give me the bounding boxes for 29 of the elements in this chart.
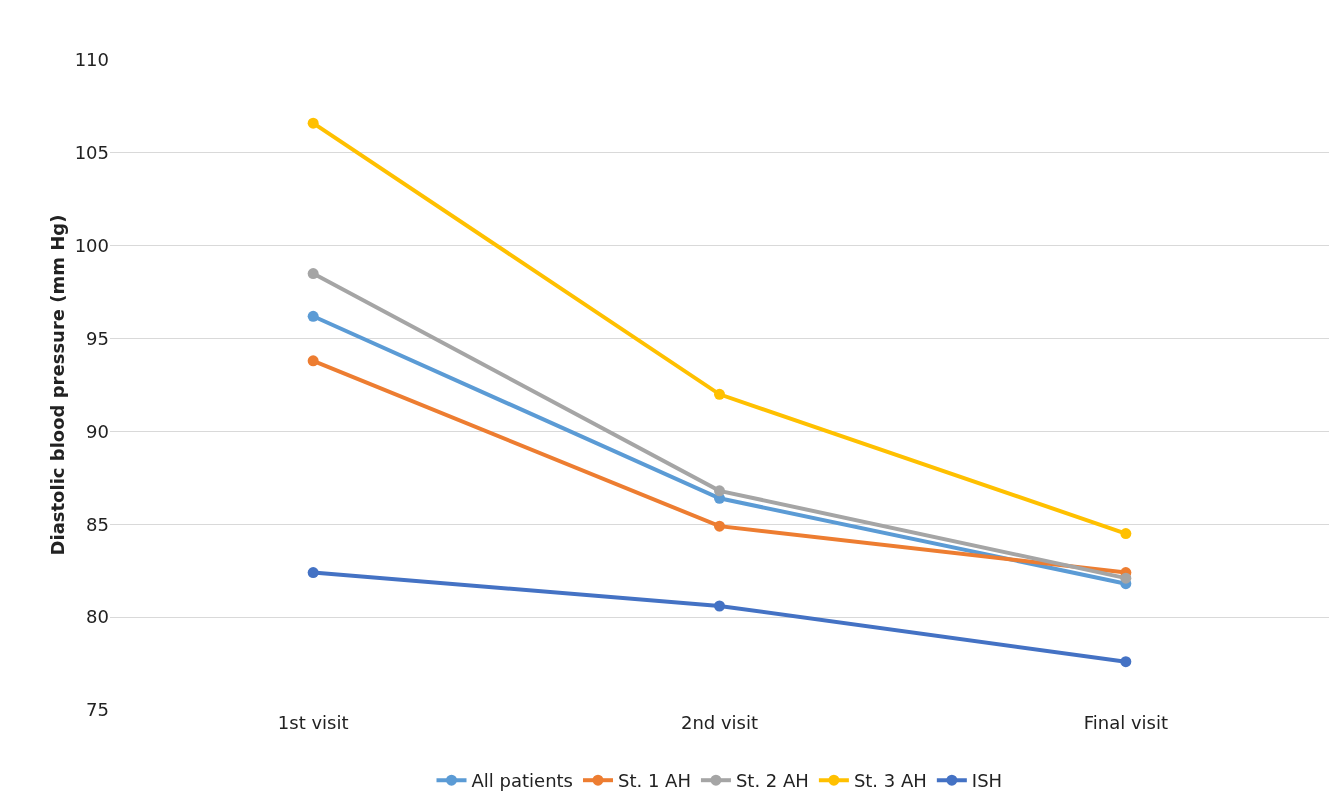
legend-label: All patients: [471, 770, 573, 792]
x-tick-label: 1st visit: [277, 712, 349, 733]
point: [1120, 656, 1132, 668]
x-tick-label: 2nd visit: [680, 712, 759, 733]
y-tick-label: 80: [86, 606, 109, 628]
point: [714, 388, 725, 400]
y-tick-label: 105: [74, 142, 109, 164]
point: [307, 117, 319, 129]
point: [307, 268, 319, 280]
y-tick-label: 75: [86, 699, 109, 721]
point: [714, 520, 725, 532]
point: [714, 600, 725, 612]
legend-label: St. 3 AH: [853, 770, 927, 792]
y-tick-label: 110: [74, 49, 109, 71]
y-tick-label: 90: [86, 420, 109, 442]
legend-label: St. 2 AH: [735, 770, 809, 792]
point: [307, 355, 319, 367]
y-tick-label: 95: [86, 327, 109, 349]
point: [1120, 572, 1132, 584]
legend-label: St. 1 AH: [617, 770, 691, 792]
x-tick-label: Final visit: [1083, 712, 1168, 733]
point: [307, 310, 319, 322]
point: [714, 485, 725, 497]
y-tick-label: 100: [74, 235, 109, 257]
point: [307, 567, 319, 579]
y-tick-label: 85: [86, 513, 109, 535]
point: [1120, 528, 1132, 540]
y-axis-title: Diastolic blood pressure (mm Hg): [47, 214, 68, 556]
legend-label: ISH: [971, 770, 1003, 792]
